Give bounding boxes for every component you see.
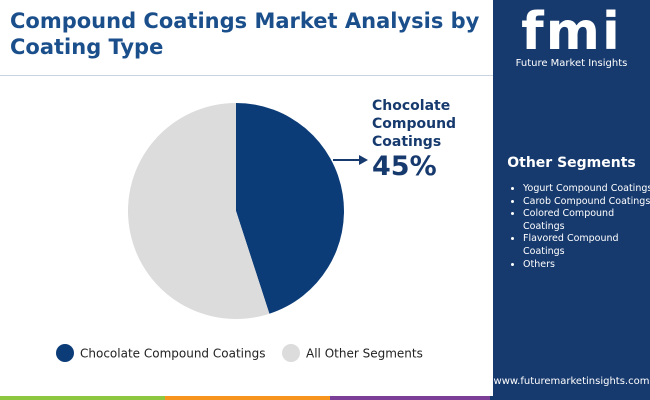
segment-item: Carob Compound Coatings: [523, 196, 650, 209]
strip-segment: [330, 396, 490, 400]
sidebar: fmi Future Market Insights Other Segment…: [493, 0, 650, 396]
segment-item: Yogurt Compound Coatings: [523, 183, 650, 196]
logo-mark: fmi: [521, 2, 622, 62]
footer-url: www.futuremarketinsights.com: [493, 376, 650, 387]
chart: Chocolate Compound Coatings All Other Seg…: [56, 103, 423, 362]
sidebar-title: Other Segments: [507, 155, 636, 171]
pie-slice: [236, 103, 345, 314]
callout-arrowhead: [359, 155, 368, 165]
segment-item: Flavored Compound Coatings: [523, 233, 650, 258]
callout: Chocolate Compound Coatings 45%: [372, 97, 482, 183]
color-strip: [0, 396, 650, 400]
legend-swatch: [282, 344, 300, 362]
strip-segment: [165, 396, 330, 400]
strip-segment: [490, 396, 650, 400]
divider: [0, 75, 493, 76]
legend-swatch: [56, 344, 74, 362]
pie-slice: [128, 103, 270, 319]
data-label: 45%: [372, 151, 437, 182]
legend-label: Chocolate Compound Coatings: [80, 347, 265, 361]
chart-title: Compound Coatings Market Analysis by Coa…: [10, 9, 480, 59]
segment-list: Yogurt Compound CoatingsCarob Compound C…: [509, 183, 650, 271]
callout-label: Chocolate Compound Coatings: [372, 98, 457, 150]
legend-label: All Other Segments: [306, 347, 423, 361]
strip-segment: [0, 396, 165, 400]
logo-name: Future Market Insights: [515, 58, 628, 69]
segment-item: Others: [523, 259, 650, 272]
segment-item: Colored Compound Coatings: [523, 208, 650, 233]
